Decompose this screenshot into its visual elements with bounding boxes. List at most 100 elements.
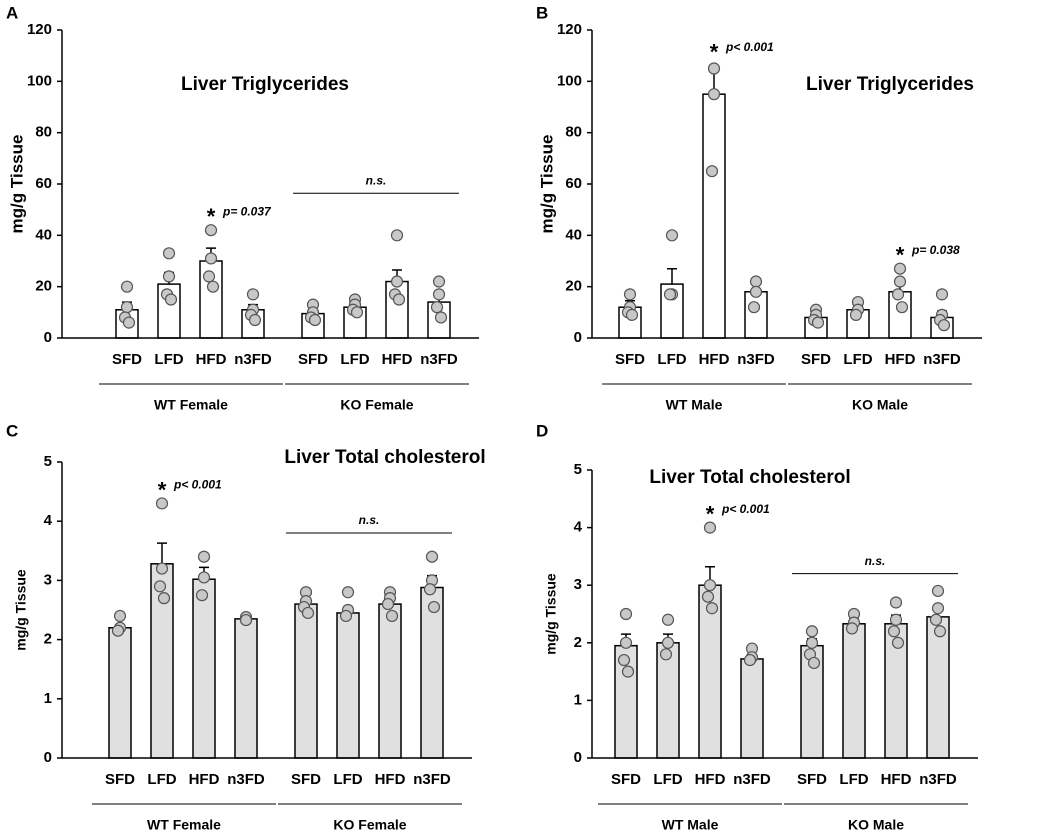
- significance-star: *: [896, 243, 905, 268]
- ns-label: n.s.: [359, 513, 380, 527]
- data-point: [887, 625, 901, 638]
- data-point: [705, 602, 719, 615]
- x-tick-label: LFD: [657, 351, 686, 368]
- x-tick-label: LFD: [147, 771, 176, 788]
- data-point: [747, 301, 761, 314]
- bar: [744, 291, 768, 339]
- y-tick-label: 2: [574, 634, 582, 651]
- data-point: [197, 571, 211, 584]
- ns-label: n.s.: [865, 554, 886, 568]
- data-point: [749, 275, 763, 288]
- data-point: [427, 600, 441, 614]
- x-tick-label: SFD: [291, 771, 321, 788]
- data-point: [889, 596, 903, 609]
- data-point: [811, 316, 825, 329]
- data-point: [891, 288, 905, 301]
- data-point: [625, 308, 639, 321]
- data-point: [122, 316, 136, 329]
- y-tick-label: 4: [574, 519, 583, 536]
- x-tick-label: SFD: [112, 351, 142, 368]
- data-point: [120, 301, 134, 314]
- data-point: [929, 613, 943, 626]
- data-point: [390, 229, 404, 242]
- x-tick-label: n3FD: [227, 771, 265, 788]
- data-point: [619, 607, 633, 621]
- y-tick-label: 20: [35, 278, 52, 295]
- y-tick-label: 60: [565, 175, 582, 192]
- x-tick-label: n3FD: [420, 351, 458, 368]
- y-tick-label: 120: [557, 21, 582, 38]
- x-tick-label: HFD: [196, 351, 227, 368]
- data-point: [164, 293, 178, 306]
- bar: [378, 603, 402, 759]
- y-tick-label: 2: [44, 631, 52, 648]
- y-tick-label: 0: [574, 329, 582, 346]
- data-point: [432, 275, 446, 288]
- chart-title: Liver Total cholesterol: [284, 447, 485, 468]
- data-point: [301, 606, 315, 620]
- p-value: p= 0.037: [222, 204, 272, 218]
- data-point: [385, 609, 399, 623]
- x-tick-label: HFD: [375, 771, 406, 788]
- data-point: [805, 625, 819, 638]
- significance-star: *: [706, 501, 715, 526]
- data-point: [849, 308, 863, 321]
- data-point: [707, 62, 721, 75]
- x-tick-label: LFD: [154, 351, 183, 368]
- data-point: [434, 311, 448, 324]
- bar: [234, 618, 258, 759]
- data-point: [807, 656, 821, 670]
- chart-title: Liver Triglycerides: [806, 74, 974, 95]
- data-point: [113, 609, 127, 623]
- y-axis-label: mg/g Tissue: [7, 135, 26, 234]
- panel: D Liver Total cholesterol mg/g Tissue 0 1 2 3 4…: [536, 421, 978, 833]
- y-tick-label: 5: [44, 453, 52, 470]
- data-point: [155, 562, 169, 575]
- data-point: [933, 625, 947, 638]
- data-point: [619, 636, 633, 649]
- x-tick-label: n3FD: [919, 771, 957, 788]
- panel-label: D: [536, 421, 548, 440]
- group-label: KO Male: [848, 817, 904, 833]
- data-point: [703, 579, 717, 592]
- data-point: [425, 550, 439, 563]
- group-label: WT Male: [666, 397, 723, 413]
- data-point: [308, 313, 322, 327]
- bar: [294, 603, 318, 759]
- bar: [192, 578, 216, 759]
- data-point: [617, 653, 631, 667]
- data-point: [935, 288, 949, 301]
- y-axis-label: mg/g Tissue: [13, 569, 29, 651]
- data-point: [703, 521, 717, 534]
- data-point: [663, 288, 677, 301]
- panel: A Liver Triglycerides mg/g Tissue 0 20 40 60 80…: [6, 3, 479, 413]
- data-point: [895, 301, 909, 314]
- data-point: [202, 270, 216, 283]
- bar: [702, 93, 726, 339]
- data-point: [805, 636, 819, 649]
- data-point: [390, 275, 404, 288]
- x-tick-label: HFD: [189, 771, 220, 788]
- bar: [740, 658, 764, 759]
- data-point: [248, 313, 262, 327]
- x-tick-label: LFD: [340, 351, 369, 368]
- x-tick-label: HFD: [699, 351, 730, 368]
- group-label: WT Male: [662, 817, 719, 833]
- data-point: [621, 665, 635, 678]
- x-tick-label: SFD: [801, 351, 831, 368]
- error-bar: [667, 267, 677, 285]
- data-point: [937, 319, 951, 332]
- bar: [842, 623, 866, 759]
- data-point: [893, 262, 907, 275]
- y-axis-label: mg/g Tissue: [537, 135, 556, 234]
- error-bar: [157, 542, 167, 564]
- x-tick-label: n3FD: [234, 351, 272, 368]
- x-tick-label: LFD: [843, 351, 872, 368]
- y-tick-label: 3: [574, 576, 582, 593]
- y-axis-label: mg/g Tissue: [543, 573, 559, 655]
- y-tick-label: 1: [574, 691, 582, 708]
- data-point: [111, 624, 125, 637]
- y-tick-label: 1: [44, 690, 52, 707]
- panel-label: C: [6, 421, 18, 440]
